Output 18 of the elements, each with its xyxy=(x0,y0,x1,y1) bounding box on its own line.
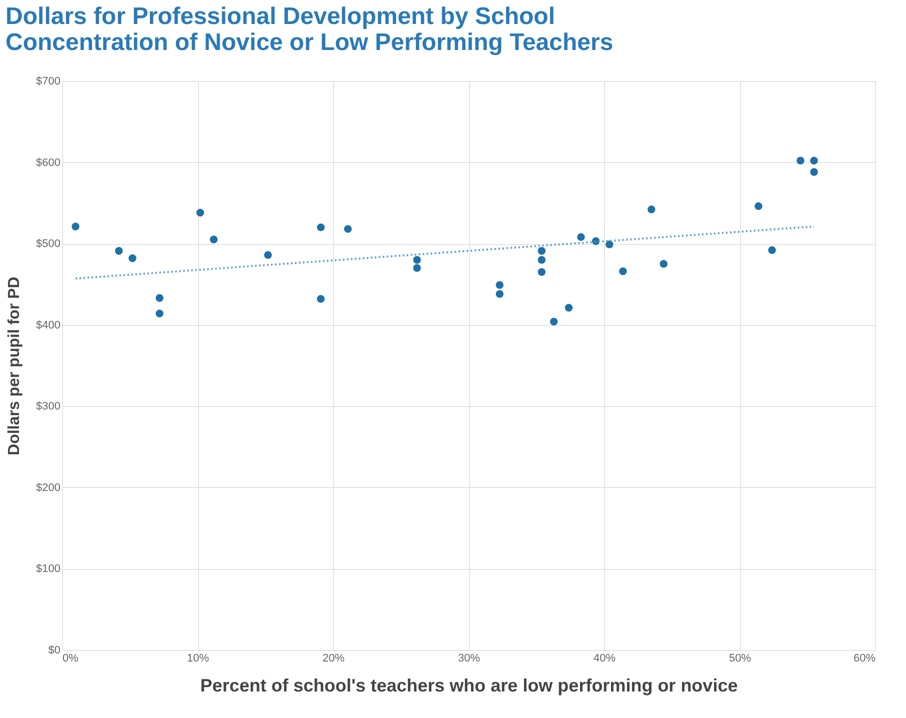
x-tick-label: 10% xyxy=(186,652,210,664)
x-tick-label: 40% xyxy=(593,652,616,664)
y-tick-label: $200 xyxy=(36,482,60,494)
y-tick-label: $300 xyxy=(36,400,60,413)
y-tick-label: $100 xyxy=(36,563,60,576)
x-tick-label: 30% xyxy=(458,652,480,664)
x-tick-label: 20% xyxy=(322,652,345,664)
y-tick-label: $500 xyxy=(36,238,60,250)
x-tick-label: 50% xyxy=(728,652,752,664)
y-tick-label: $700 xyxy=(36,76,60,88)
x-tick-label: 0% xyxy=(62,652,79,664)
y-tick-label: $0 xyxy=(48,644,60,656)
x-axis-title: Percent of school's teachers who are low performing or novice xyxy=(200,676,738,696)
y-tick-label: $400 xyxy=(36,319,60,332)
x-tick-label: 60% xyxy=(853,652,876,664)
chart-title: Dollars for Professional Development by School Concentration of Novice or Low Performing Teachers xyxy=(6,3,614,56)
y-axis-title: Dollars per pupil for PD xyxy=(6,276,24,456)
y-tick-label: $600 xyxy=(36,156,60,169)
